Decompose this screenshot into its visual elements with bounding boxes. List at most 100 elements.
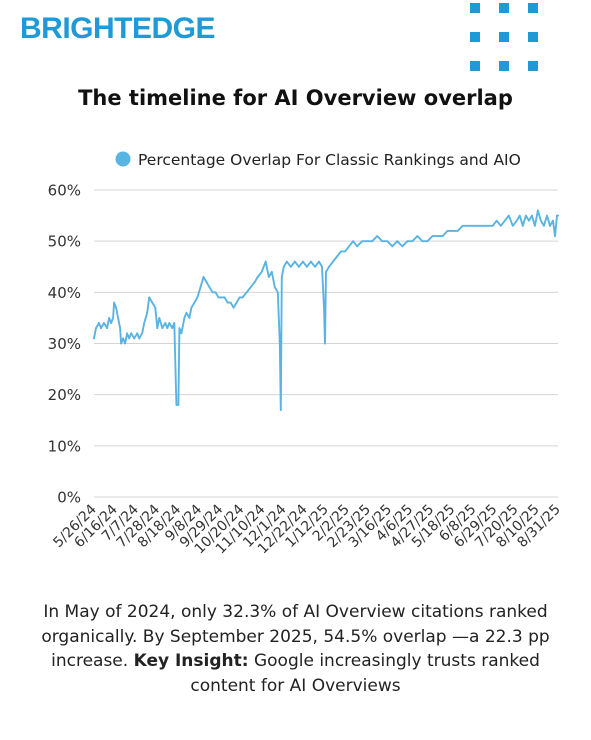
x-axis-ticks: 5/26/246/16/247/7/247/28/248/18/249/8/24… — [50, 501, 563, 557]
decorative-dot — [528, 61, 538, 71]
data-point — [120, 342, 122, 345]
y-tick-label: 10% — [48, 437, 81, 455]
data-point — [148, 296, 151, 299]
data-point — [481, 224, 484, 227]
data-point — [117, 317, 119, 319]
data-point — [208, 286, 211, 289]
data-point — [352, 240, 354, 243]
data-point — [298, 265, 300, 268]
data-point — [112, 317, 114, 319]
data-point — [249, 286, 252, 289]
data-point — [371, 240, 374, 243]
data-point — [491, 224, 494, 227]
data-point — [391, 245, 394, 248]
y-tick-label: 60% — [48, 182, 81, 200]
brightedge-logo: BRIGHTEDGE — [20, 12, 216, 45]
data-point — [232, 306, 235, 309]
decorative-dot — [499, 61, 509, 71]
data-point — [361, 240, 364, 243]
data-point — [103, 322, 105, 324]
caption: In May of 2024, only 32.3% of AI Overvie… — [30, 600, 561, 698]
data-point — [238, 296, 241, 299]
data-point — [133, 337, 136, 340]
data-point — [278, 342, 281, 345]
data-point — [122, 337, 124, 340]
data-point — [253, 281, 256, 283]
data-point — [416, 235, 419, 237]
data-point — [185, 311, 188, 314]
data-point — [401, 245, 404, 248]
data-point — [328, 265, 330, 268]
data-point — [211, 291, 214, 294]
y-axis-ticks: 0% 10% 20% 30% 40% 50% 60% — [48, 182, 81, 507]
data-point — [168, 322, 171, 324]
caption-text-1: In May of 2024, only 32.3% of AI Overvie… — [41, 602, 550, 671]
data-point — [143, 322, 146, 324]
data-point — [161, 327, 164, 329]
decorative-dot-grid — [470, 3, 540, 73]
data-point — [270, 271, 273, 273]
data-point — [451, 230, 454, 232]
data-point — [205, 281, 208, 283]
data-point — [486, 224, 489, 227]
data-point — [543, 224, 545, 227]
data-point — [93, 337, 95, 340]
data-point — [130, 332, 133, 335]
data-point — [280, 276, 283, 278]
data-point — [499, 224, 502, 227]
data-point — [310, 260, 312, 263]
data-point — [199, 286, 202, 289]
data-point — [180, 332, 183, 335]
data-point — [177, 404, 180, 406]
y-tick-label: 0% — [57, 489, 81, 507]
data-point — [95, 327, 97, 329]
data-point — [302, 260, 304, 263]
data-point — [98, 322, 100, 324]
data-point — [285, 260, 288, 263]
data-point — [411, 240, 414, 243]
data-point — [537, 209, 539, 212]
decorative-dot — [499, 32, 509, 42]
data-point — [540, 219, 542, 222]
data-point — [282, 265, 285, 268]
chart-legend: Percentage Overlap For Classic Rankings … — [115, 151, 521, 169]
data-point — [348, 245, 350, 248]
data-point — [552, 219, 554, 222]
data-point — [196, 296, 199, 299]
data-point — [376, 235, 379, 237]
data-point — [138, 337, 141, 340]
series-line — [93, 209, 559, 411]
line-chart: Percentage Overlap For Classic Rankings … — [48, 151, 564, 557]
data-point — [306, 265, 308, 268]
data-point — [183, 317, 186, 319]
decorative-dot — [528, 3, 538, 13]
data-point — [466, 224, 469, 227]
caption-key-insight: Key Insight: — [133, 651, 249, 671]
data-point — [273, 286, 276, 289]
data-point — [549, 224, 551, 227]
legend-label: Percentage Overlap For Classic Rankings … — [138, 151, 521, 169]
data-point — [431, 235, 434, 237]
data-point — [557, 214, 559, 217]
data-point — [128, 337, 131, 340]
data-point — [332, 260, 334, 263]
data-point — [289, 265, 292, 268]
data-point — [264, 260, 267, 263]
data-point — [217, 296, 220, 299]
data-point — [340, 250, 342, 253]
data-point — [124, 342, 126, 345]
data-point — [441, 235, 444, 237]
data-point — [279, 409, 282, 411]
data-point — [528, 219, 530, 222]
data-point — [294, 260, 296, 263]
data-point — [356, 245, 358, 248]
data-point — [223, 296, 226, 299]
data-point — [471, 224, 474, 227]
data-point — [158, 317, 161, 319]
data-point — [175, 404, 178, 406]
decorative-dot — [470, 32, 480, 42]
data-point — [260, 271, 263, 273]
data-point — [525, 214, 527, 217]
data-point — [226, 301, 229, 304]
data-point — [146, 311, 149, 314]
